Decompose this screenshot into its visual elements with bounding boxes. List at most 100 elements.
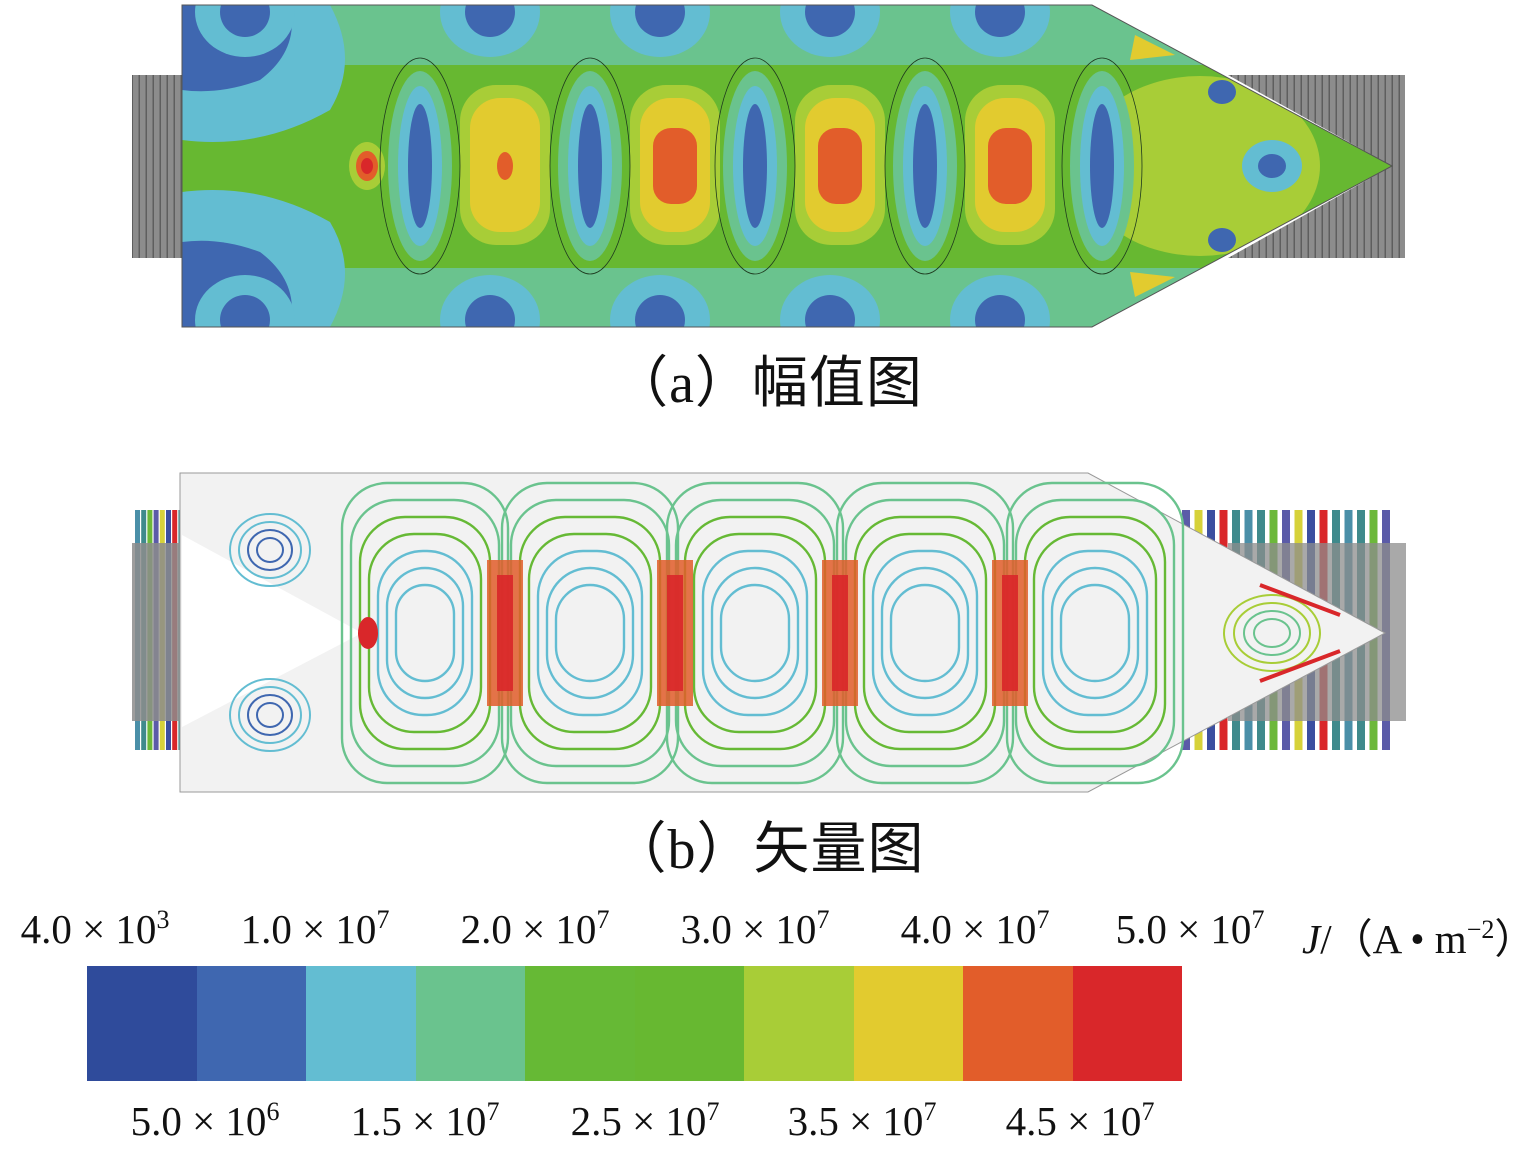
right-warm-top bbox=[1130, 35, 1175, 60]
current-band-core-4 bbox=[1002, 575, 1018, 691]
right-vortex-4 bbox=[1253, 618, 1291, 648]
edge-blob-bottom-core-2 bbox=[465, 295, 515, 327]
low-cell-core-1 bbox=[408, 104, 432, 228]
magnitude-field bbox=[182, 5, 1392, 327]
edge-blob-bottom-core-4 bbox=[805, 295, 855, 327]
colorbar-swatch-8 bbox=[853, 966, 963, 1081]
streamline-cell-5-7 bbox=[1059, 583, 1131, 683]
edge-blob-top-core-2 bbox=[465, 5, 515, 37]
legend-tick-bottom-3: 2.5 × 107 bbox=[570, 1097, 720, 1144]
corner-vortex-1-4 bbox=[256, 537, 284, 563]
high-cell-core-4 bbox=[988, 128, 1032, 204]
contour-line-1 bbox=[379, 57, 461, 275]
right-low-top bbox=[1208, 80, 1236, 104]
streamline-cell-2-4 bbox=[527, 532, 653, 734]
low-cell-core-2 bbox=[578, 104, 602, 228]
hotspot-core bbox=[361, 158, 373, 174]
corner-vortex-2-4 bbox=[256, 702, 284, 728]
streamline-cell-3-6 bbox=[710, 566, 800, 700]
edge-blob-bottom-core-3 bbox=[635, 295, 685, 327]
corner-vortex-1-3 bbox=[247, 529, 293, 571]
streamline-cell-3-7 bbox=[719, 583, 791, 683]
vector-streamline-svg bbox=[132, 472, 1406, 793]
colorbar-swatch-7 bbox=[744, 966, 854, 1081]
contour-line-5 bbox=[1061, 57, 1143, 275]
domain-b-notch bbox=[182, 535, 362, 727]
edge-blob-bottom-core-5 bbox=[975, 295, 1025, 327]
streamline-cell-4-5 bbox=[871, 549, 979, 717]
legend-tick-top-1: 4.0 × 103 bbox=[20, 905, 170, 952]
legend-tick-top-3: 2.0 × 107 bbox=[460, 905, 610, 952]
vector-plot bbox=[0, 465, 1535, 805]
streamline-cell-1-6 bbox=[385, 566, 465, 700]
current-band-core-1 bbox=[497, 575, 513, 691]
caption-a: （a）幅值图 bbox=[612, 353, 923, 415]
right-coil bbox=[1228, 75, 1405, 258]
contour-line-2 bbox=[549, 57, 631, 275]
colorbar-swatch-3 bbox=[306, 966, 416, 1081]
high-cell-core-1 bbox=[497, 152, 513, 180]
legend-unit-label: J/（A • m−2） bbox=[1302, 915, 1535, 962]
legend-top-ticks: 4.0 × 103 1.0 × 107 2.0 × 107 3.0 × 107 … bbox=[0, 905, 1535, 965]
edge-blob-bottom-core-1 bbox=[220, 295, 270, 327]
right-vortex-2 bbox=[1233, 602, 1311, 664]
field-right-region bbox=[1080, 76, 1320, 256]
legend-tick-top-4: 3.0 × 107 bbox=[680, 905, 830, 952]
colorbar-swatch-2 bbox=[196, 966, 306, 1081]
low-cell-core-4 bbox=[913, 104, 937, 228]
colorbar-swatch-1 bbox=[87, 966, 197, 1081]
left-coil-core bbox=[132, 543, 182, 721]
right-low-core bbox=[1258, 154, 1286, 178]
corner-vortex-1-2 bbox=[238, 521, 302, 579]
colorbar-swatch-4 bbox=[415, 966, 525, 1081]
streamline-cell-2-6 bbox=[545, 566, 635, 700]
streamline-cell-5-5 bbox=[1041, 549, 1149, 717]
domain-outline-a bbox=[181, 4, 1394, 328]
colorbar-swatch-10 bbox=[1072, 966, 1182, 1081]
source-hotspot bbox=[358, 617, 378, 649]
right-hot-streak-bottom bbox=[1259, 649, 1341, 683]
streamline-cell-4-7 bbox=[889, 583, 961, 683]
streamline-cell-5-4 bbox=[1032, 532, 1158, 734]
right-hot-streak-top bbox=[1259, 583, 1341, 617]
legend-tick-bottom-4: 3.5 × 107 bbox=[787, 1097, 937, 1144]
edge-blob-top-core-5 bbox=[975, 5, 1025, 37]
corner-vortex-2-1 bbox=[229, 678, 311, 752]
streamline-cell-3-4 bbox=[692, 532, 818, 734]
legend-tick-bottom-2: 1.5 × 107 bbox=[350, 1097, 500, 1144]
legend-tick-bottom-1: 5.0 × 106 bbox=[130, 1097, 280, 1144]
low-cell-core-3 bbox=[743, 104, 767, 228]
streamline-cell-1-7 bbox=[394, 583, 456, 683]
streamline-cell-5-6 bbox=[1050, 566, 1140, 700]
colorbar-swatch-6 bbox=[634, 966, 744, 1081]
magnitude-plot bbox=[0, 0, 1535, 340]
high-cell-core-3 bbox=[818, 128, 862, 204]
corner-vortex-1-1 bbox=[229, 513, 311, 587]
colorbar bbox=[87, 966, 1182, 1081]
high-cell-core-2 bbox=[653, 128, 697, 204]
legend-tick-top-2: 1.0 × 107 bbox=[240, 905, 390, 952]
corner-vortex-2-2 bbox=[238, 686, 302, 744]
domain-b bbox=[179, 472, 1387, 793]
streamlines bbox=[229, 481, 1341, 785]
edge-blob-top-core-4 bbox=[805, 5, 855, 37]
edge-blob-top-core-1 bbox=[220, 5, 270, 37]
legend-tick-top-5: 4.0 × 107 bbox=[900, 905, 1050, 952]
contour-line-3 bbox=[714, 57, 796, 275]
legend-tick-top-6: 5.0 × 107 bbox=[1115, 905, 1265, 952]
legend-bottom-ticks: 5.0 × 106 1.5 × 107 2.5 × 107 3.5 × 107 … bbox=[0, 1097, 1535, 1157]
streamline-cell-3-5 bbox=[701, 549, 809, 717]
current-band-core-3 bbox=[832, 575, 848, 691]
legend-tick-bottom-5: 4.5 × 107 bbox=[1005, 1097, 1155, 1144]
colorbar-swatch-9 bbox=[963, 966, 1073, 1081]
corner-vortex-2-3 bbox=[247, 694, 293, 736]
contour-line-4 bbox=[884, 57, 966, 275]
streamline-cell-4-4 bbox=[862, 532, 988, 734]
streamline-cell-4-6 bbox=[880, 566, 970, 700]
right-vortex-3 bbox=[1243, 610, 1301, 656]
colorbar-swatch-5 bbox=[525, 966, 635, 1081]
streamline-cell-2-7 bbox=[554, 583, 626, 683]
magnitude-contour-svg bbox=[132, 4, 1405, 328]
streamline-cell-2-5 bbox=[536, 549, 644, 717]
caption-b: （b）矢量图 bbox=[610, 819, 925, 881]
